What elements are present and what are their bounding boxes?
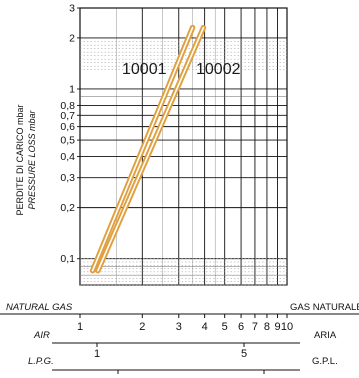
y-tick-label: 0,7	[60, 110, 75, 122]
x-tick-label: 8	[264, 321, 270, 333]
y-tick-label: 2	[69, 32, 75, 44]
x-tick-label: 5	[222, 321, 228, 333]
chart-series	[89, 24, 207, 274]
series-line-core-10002	[97, 26, 205, 272]
aria-label: ARIA	[314, 330, 337, 341]
x-axis-ticks: 1 2 3 4 5 6 7 8 9 10	[77, 321, 293, 333]
y-tick-label: 0,6	[60, 121, 75, 133]
air-tick-label: 5	[241, 348, 247, 360]
y-tick-label: 0,8	[60, 100, 75, 112]
y-tick-label: 0,1	[60, 253, 75, 265]
lpg-label: L.P.G.	[28, 356, 54, 367]
x-tick-label: 4	[202, 321, 208, 333]
y-tick-label: 0,4	[60, 151, 75, 163]
y-axis-ticks: 0,1 0,2 0,3 0,4 0,5 0,60,70,8 1 2 3	[60, 3, 80, 265]
x-tick-label: 6	[238, 321, 244, 333]
x-tick-label: 2	[139, 321, 145, 333]
air-tick-label: 1	[94, 348, 100, 360]
series-label-10002: 10002	[196, 61, 241, 78]
natural-gas-label: NATURAL GAS	[6, 302, 73, 313]
gpl-label: G.P.L.	[312, 356, 338, 367]
y-tick-label: 3	[69, 3, 75, 15]
chart-grid	[79, 7, 288, 286]
y-tick-label: 1	[69, 83, 75, 95]
y-tick-label: 0,3	[60, 172, 75, 184]
series-label-10001: 10001	[122, 61, 167, 78]
x-tick-label: 10	[281, 321, 293, 333]
air-label: AIR	[33, 330, 50, 341]
x-tick-label: 9	[274, 321, 280, 333]
x-tick-label: 3	[176, 321, 182, 333]
y-axis-title-it: PERDITE DI CARICO mbar	[15, 104, 25, 215]
gas-naturale-label: GAS NATURALE	[290, 302, 359, 313]
dotted-bands	[80, 41, 287, 286]
x-tick-label: 7	[252, 321, 258, 333]
series-line-core-10001	[91, 26, 194, 272]
y-axis-title-en: PRESSURE LOSS mbar	[27, 109, 37, 209]
y-tick-label: 0,2	[60, 202, 75, 214]
y-tick-label: 0,5	[60, 135, 75, 147]
x-tick-label: 1	[77, 321, 83, 333]
